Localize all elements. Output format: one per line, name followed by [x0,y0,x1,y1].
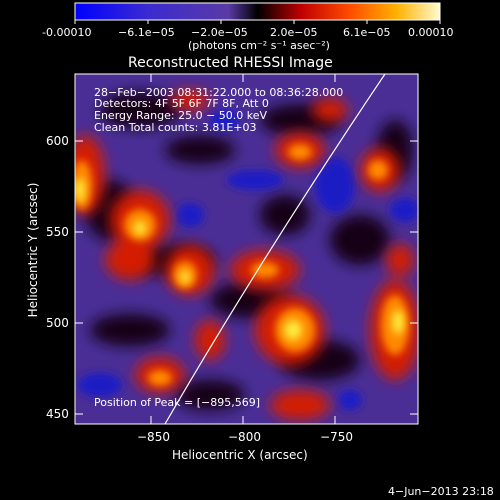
y-tick-label: 600 [46,134,69,148]
colorbar-tick-4: 2.0e−05 [270,26,318,39]
colorbar-tick-5: 6.1e−05 [343,26,391,39]
info-detectors: Detectors: 4F 5F 6F 7F 8F, Att 0 [94,97,269,110]
render-timestamp: 4−Jun−2013 23:18 [388,485,494,498]
y-tick-label: 450 [46,407,69,421]
colorbar-tick-1: -0.00010 [42,26,92,39]
colorbar-tick-3: −2.0e−05 [191,26,248,39]
y-tick-label: 550 [46,225,69,239]
info-energy-range: Energy Range: 25.0 − 50.0 keV [94,109,268,122]
x-tick-label: −850 [137,430,170,444]
info-total-counts: Clean Total counts: 3.81E+03 [94,121,257,134]
y-tick-label: 500 [46,316,69,330]
colorbar-graphic [74,2,441,24]
y-axis-label: Heliocentric Y (arcsec) [26,182,40,318]
info-time-range: 28−Feb−2003 08:31:22.000 to 08:36:28.000 [94,86,344,99]
x-axis-label: Heliocentric X (arcsec) [172,448,308,462]
colorbar-unit-label: (photons cm⁻² s⁻¹ asec⁻²) [188,39,330,52]
colorbar-tick-2: −6.1e−05 [118,26,175,39]
x-tick-label: −750 [320,430,353,444]
peak-position-label: Position of Peak = [−895,569] [94,396,261,409]
x-tick-label: −800 [228,430,261,444]
colorbar-tick-6: 0.00010 [408,26,454,39]
solar-limb-line [164,74,386,424]
plot-title: Reconstructed RHESSI Image [128,55,333,71]
